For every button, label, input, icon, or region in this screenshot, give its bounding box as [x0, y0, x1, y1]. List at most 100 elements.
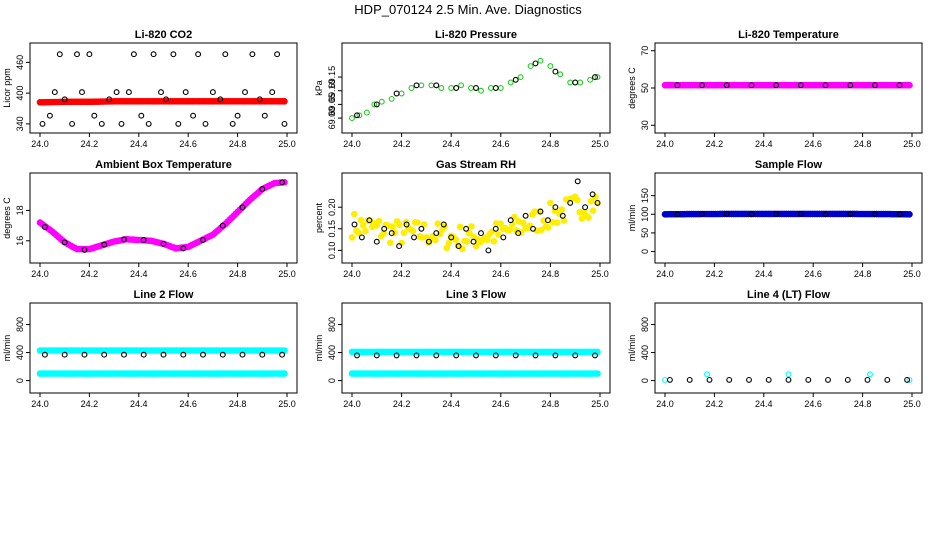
x-tick-label: 24.4	[442, 399, 460, 409]
data-point	[572, 352, 579, 359]
data-point	[686, 376, 693, 383]
data-point	[723, 82, 730, 89]
data-point	[375, 217, 383, 225]
plot-frame	[29, 302, 298, 394]
data-point	[381, 225, 388, 232]
data-point	[567, 199, 574, 206]
x-tick-label: 24.6	[179, 269, 197, 279]
data-point	[180, 351, 187, 358]
data-point	[487, 85, 494, 91]
data-point	[473, 352, 479, 359]
x-tick-label: 24.4	[130, 269, 148, 279]
data-point	[844, 376, 851, 383]
data-point	[515, 230, 522, 237]
y-axis-label: ml/min	[314, 335, 324, 362]
data-point	[373, 238, 380, 245]
data-point	[259, 186, 266, 193]
x-tick-label: 24.0	[656, 269, 674, 279]
data-point	[362, 227, 369, 235]
y-tick-label: 0	[640, 378, 650, 383]
data-point	[356, 112, 363, 119]
data-point	[234, 112, 241, 119]
x-tick-label: 24.0	[656, 139, 674, 149]
data-point	[388, 230, 395, 237]
series-1	[662, 371, 913, 383]
data-point	[359, 222, 367, 229]
data-point	[200, 237, 206, 243]
data-point	[507, 217, 514, 224]
data-point	[86, 51, 93, 58]
data-point	[906, 81, 913, 89]
plot-frame	[341, 172, 611, 264]
data-point	[366, 217, 373, 224]
data-point	[485, 247, 492, 254]
y-axis-label: ml/min	[627, 205, 637, 232]
data-point	[279, 351, 286, 358]
x-tick-label: 25.0	[591, 139, 609, 149]
data-point	[41, 351, 48, 358]
x-tick-label: 24.4	[755, 139, 773, 149]
y-tick-label: 70	[640, 46, 650, 56]
data-point	[674, 211, 681, 218]
data-point	[74, 51, 80, 58]
chart-panel-8: Line 3 Flow ml/min 24.0 24.2 24.4 24.6 24.8 25.…	[314, 289, 611, 409]
chart-panel-2: Li-820 Pressure kPa 24.0 24.2 24.4 24.6 24.8 25…	[314, 29, 611, 149]
data-point	[456, 223, 464, 231]
data-point	[414, 219, 421, 226]
data-point	[483, 236, 491, 244]
data-point	[433, 82, 440, 89]
data-point	[438, 85, 445, 91]
data-point	[537, 57, 544, 64]
x-tick-label: 24.4	[442, 269, 460, 279]
data-point	[190, 112, 197, 119]
panel-title: Line 4 (LT) Flow	[747, 289, 830, 301]
data-point	[574, 196, 581, 204]
data-point	[773, 82, 780, 89]
x-tick-label: 25.0	[278, 139, 296, 149]
data-point	[585, 214, 592, 221]
x-tick-label: 24.0	[343, 139, 361, 149]
data-point	[906, 376, 913, 383]
data-point	[403, 221, 410, 228]
data-point	[526, 222, 534, 229]
x-tick-label: 24.6	[804, 399, 822, 409]
data-point	[492, 85, 499, 91]
y-tick-label: 16	[15, 236, 25, 246]
x-tick-label: 25.0	[903, 269, 921, 279]
data-point	[351, 221, 358, 228]
data-point	[118, 120, 125, 127]
data-point	[825, 376, 831, 383]
data-point	[274, 51, 281, 58]
data-point	[51, 89, 58, 96]
data-point	[413, 352, 420, 359]
y-tick-label: 0	[15, 378, 25, 383]
data-point	[279, 179, 286, 186]
data-point	[592, 74, 598, 81]
data-point	[589, 191, 596, 198]
panel-title: Sample Flow	[755, 159, 823, 171]
data-point	[158, 89, 164, 96]
data-point	[594, 199, 601, 206]
data-point	[589, 207, 597, 214]
data-point	[537, 208, 544, 215]
x-tick-label: 24.4	[755, 399, 773, 409]
y-tick-label: 50	[640, 228, 650, 238]
data-point	[69, 120, 76, 127]
data-point	[432, 236, 439, 244]
data-point	[872, 82, 878, 89]
data-point	[904, 376, 911, 383]
y-tick-label: 0	[327, 378, 337, 383]
data-point	[785, 371, 792, 378]
data-point	[662, 376, 668, 383]
data-point	[512, 76, 519, 83]
data-point	[396, 243, 403, 250]
data-point	[547, 199, 554, 207]
x-tick-label: 24.4	[755, 269, 773, 279]
data-point	[46, 112, 53, 119]
data-point	[797, 210, 804, 217]
data-point	[478, 87, 484, 94]
data-point	[544, 224, 552, 231]
plot-frame	[341, 42, 611, 134]
